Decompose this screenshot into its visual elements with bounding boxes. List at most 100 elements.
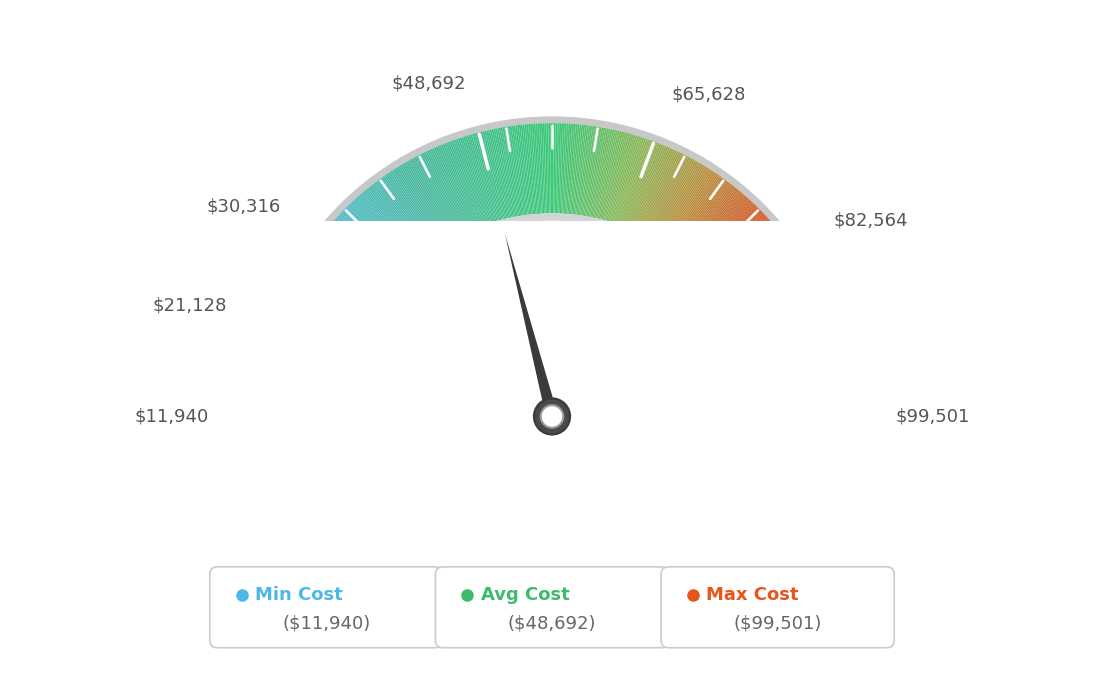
- Wedge shape: [528, 124, 537, 214]
- Wedge shape: [737, 298, 821, 336]
- Wedge shape: [728, 270, 807, 317]
- Wedge shape: [575, 125, 587, 215]
- Text: ($48,692): ($48,692): [508, 615, 596, 633]
- Wedge shape: [267, 344, 355, 367]
- Wedge shape: [265, 354, 353, 375]
- Wedge shape: [562, 124, 569, 214]
- Wedge shape: [331, 222, 400, 283]
- Wedge shape: [592, 128, 611, 217]
- Wedge shape: [694, 208, 760, 273]
- Wedge shape: [270, 331, 358, 359]
- Wedge shape: [497, 128, 516, 217]
- Wedge shape: [693, 205, 757, 271]
- Wedge shape: [754, 393, 845, 401]
- Wedge shape: [584, 127, 599, 216]
- Wedge shape: [718, 247, 793, 300]
- Wedge shape: [645, 155, 687, 236]
- FancyBboxPatch shape: [661, 567, 894, 648]
- Wedge shape: [662, 170, 712, 246]
- Wedge shape: [699, 215, 766, 277]
- Wedge shape: [590, 128, 608, 217]
- FancyBboxPatch shape: [210, 567, 443, 648]
- Wedge shape: [288, 286, 370, 328]
- Wedge shape: [691, 203, 754, 269]
- Wedge shape: [427, 150, 467, 233]
- Wedge shape: [665, 172, 716, 248]
- Wedge shape: [447, 141, 481, 227]
- Wedge shape: [705, 225, 776, 285]
- Wedge shape: [265, 353, 353, 373]
- Wedge shape: [339, 213, 406, 277]
- Wedge shape: [268, 342, 355, 366]
- Wedge shape: [742, 312, 827, 345]
- Wedge shape: [362, 192, 422, 262]
- Wedge shape: [737, 297, 820, 335]
- Wedge shape: [400, 165, 447, 243]
- Wedge shape: [711, 234, 783, 291]
- Wedge shape: [721, 255, 798, 306]
- Wedge shape: [743, 319, 829, 350]
- Wedge shape: [264, 359, 353, 378]
- Wedge shape: [422, 152, 464, 235]
- Text: $65,628: $65,628: [671, 86, 746, 104]
- Wedge shape: [312, 246, 388, 299]
- Wedge shape: [743, 317, 829, 349]
- Wedge shape: [747, 337, 835, 362]
- Wedge shape: [301, 262, 379, 311]
- Wedge shape: [684, 194, 744, 264]
- Wedge shape: [657, 165, 704, 243]
- Wedge shape: [577, 126, 591, 215]
- Wedge shape: [310, 248, 385, 302]
- Wedge shape: [327, 226, 397, 286]
- Wedge shape: [736, 295, 820, 333]
- Wedge shape: [290, 284, 371, 326]
- Wedge shape: [269, 337, 357, 362]
- Wedge shape: [549, 123, 551, 213]
- Wedge shape: [593, 129, 613, 218]
- Wedge shape: [341, 212, 406, 275]
- Wedge shape: [597, 130, 619, 219]
- Wedge shape: [477, 132, 501, 220]
- Wedge shape: [287, 290, 369, 330]
- Wedge shape: [263, 367, 352, 384]
- Wedge shape: [754, 385, 843, 396]
- Wedge shape: [714, 241, 788, 296]
- Wedge shape: [476, 132, 500, 220]
- Wedge shape: [730, 273, 809, 319]
- Wedge shape: [544, 124, 549, 213]
- Wedge shape: [308, 252, 384, 304]
- Wedge shape: [273, 326, 359, 355]
- Wedge shape: [626, 143, 660, 228]
- Wedge shape: [754, 391, 845, 400]
- Wedge shape: [268, 340, 355, 365]
- Wedge shape: [619, 140, 651, 226]
- Wedge shape: [625, 142, 658, 227]
- Wedge shape: [746, 329, 832, 357]
- Wedge shape: [259, 391, 350, 400]
- Wedge shape: [755, 402, 845, 408]
- Wedge shape: [311, 247, 386, 300]
- Wedge shape: [300, 264, 379, 312]
- Wedge shape: [741, 307, 825, 342]
- Wedge shape: [692, 204, 755, 270]
- Wedge shape: [449, 141, 482, 226]
- Wedge shape: [614, 137, 643, 224]
- Wedge shape: [280, 304, 364, 339]
- Wedge shape: [715, 243, 789, 297]
- Wedge shape: [751, 353, 839, 373]
- Wedge shape: [712, 237, 785, 293]
- Wedge shape: [315, 243, 389, 297]
- Wedge shape: [320, 235, 392, 292]
- Wedge shape: [479, 132, 502, 219]
- Wedge shape: [741, 308, 826, 343]
- Wedge shape: [716, 244, 790, 298]
- Wedge shape: [635, 149, 673, 232]
- Wedge shape: [753, 373, 842, 387]
- Wedge shape: [751, 356, 839, 376]
- Wedge shape: [581, 126, 596, 216]
- Wedge shape: [753, 374, 842, 388]
- Wedge shape: [696, 209, 761, 274]
- Wedge shape: [712, 235, 784, 292]
- Wedge shape: [601, 131, 623, 219]
- FancyBboxPatch shape: [435, 567, 669, 648]
